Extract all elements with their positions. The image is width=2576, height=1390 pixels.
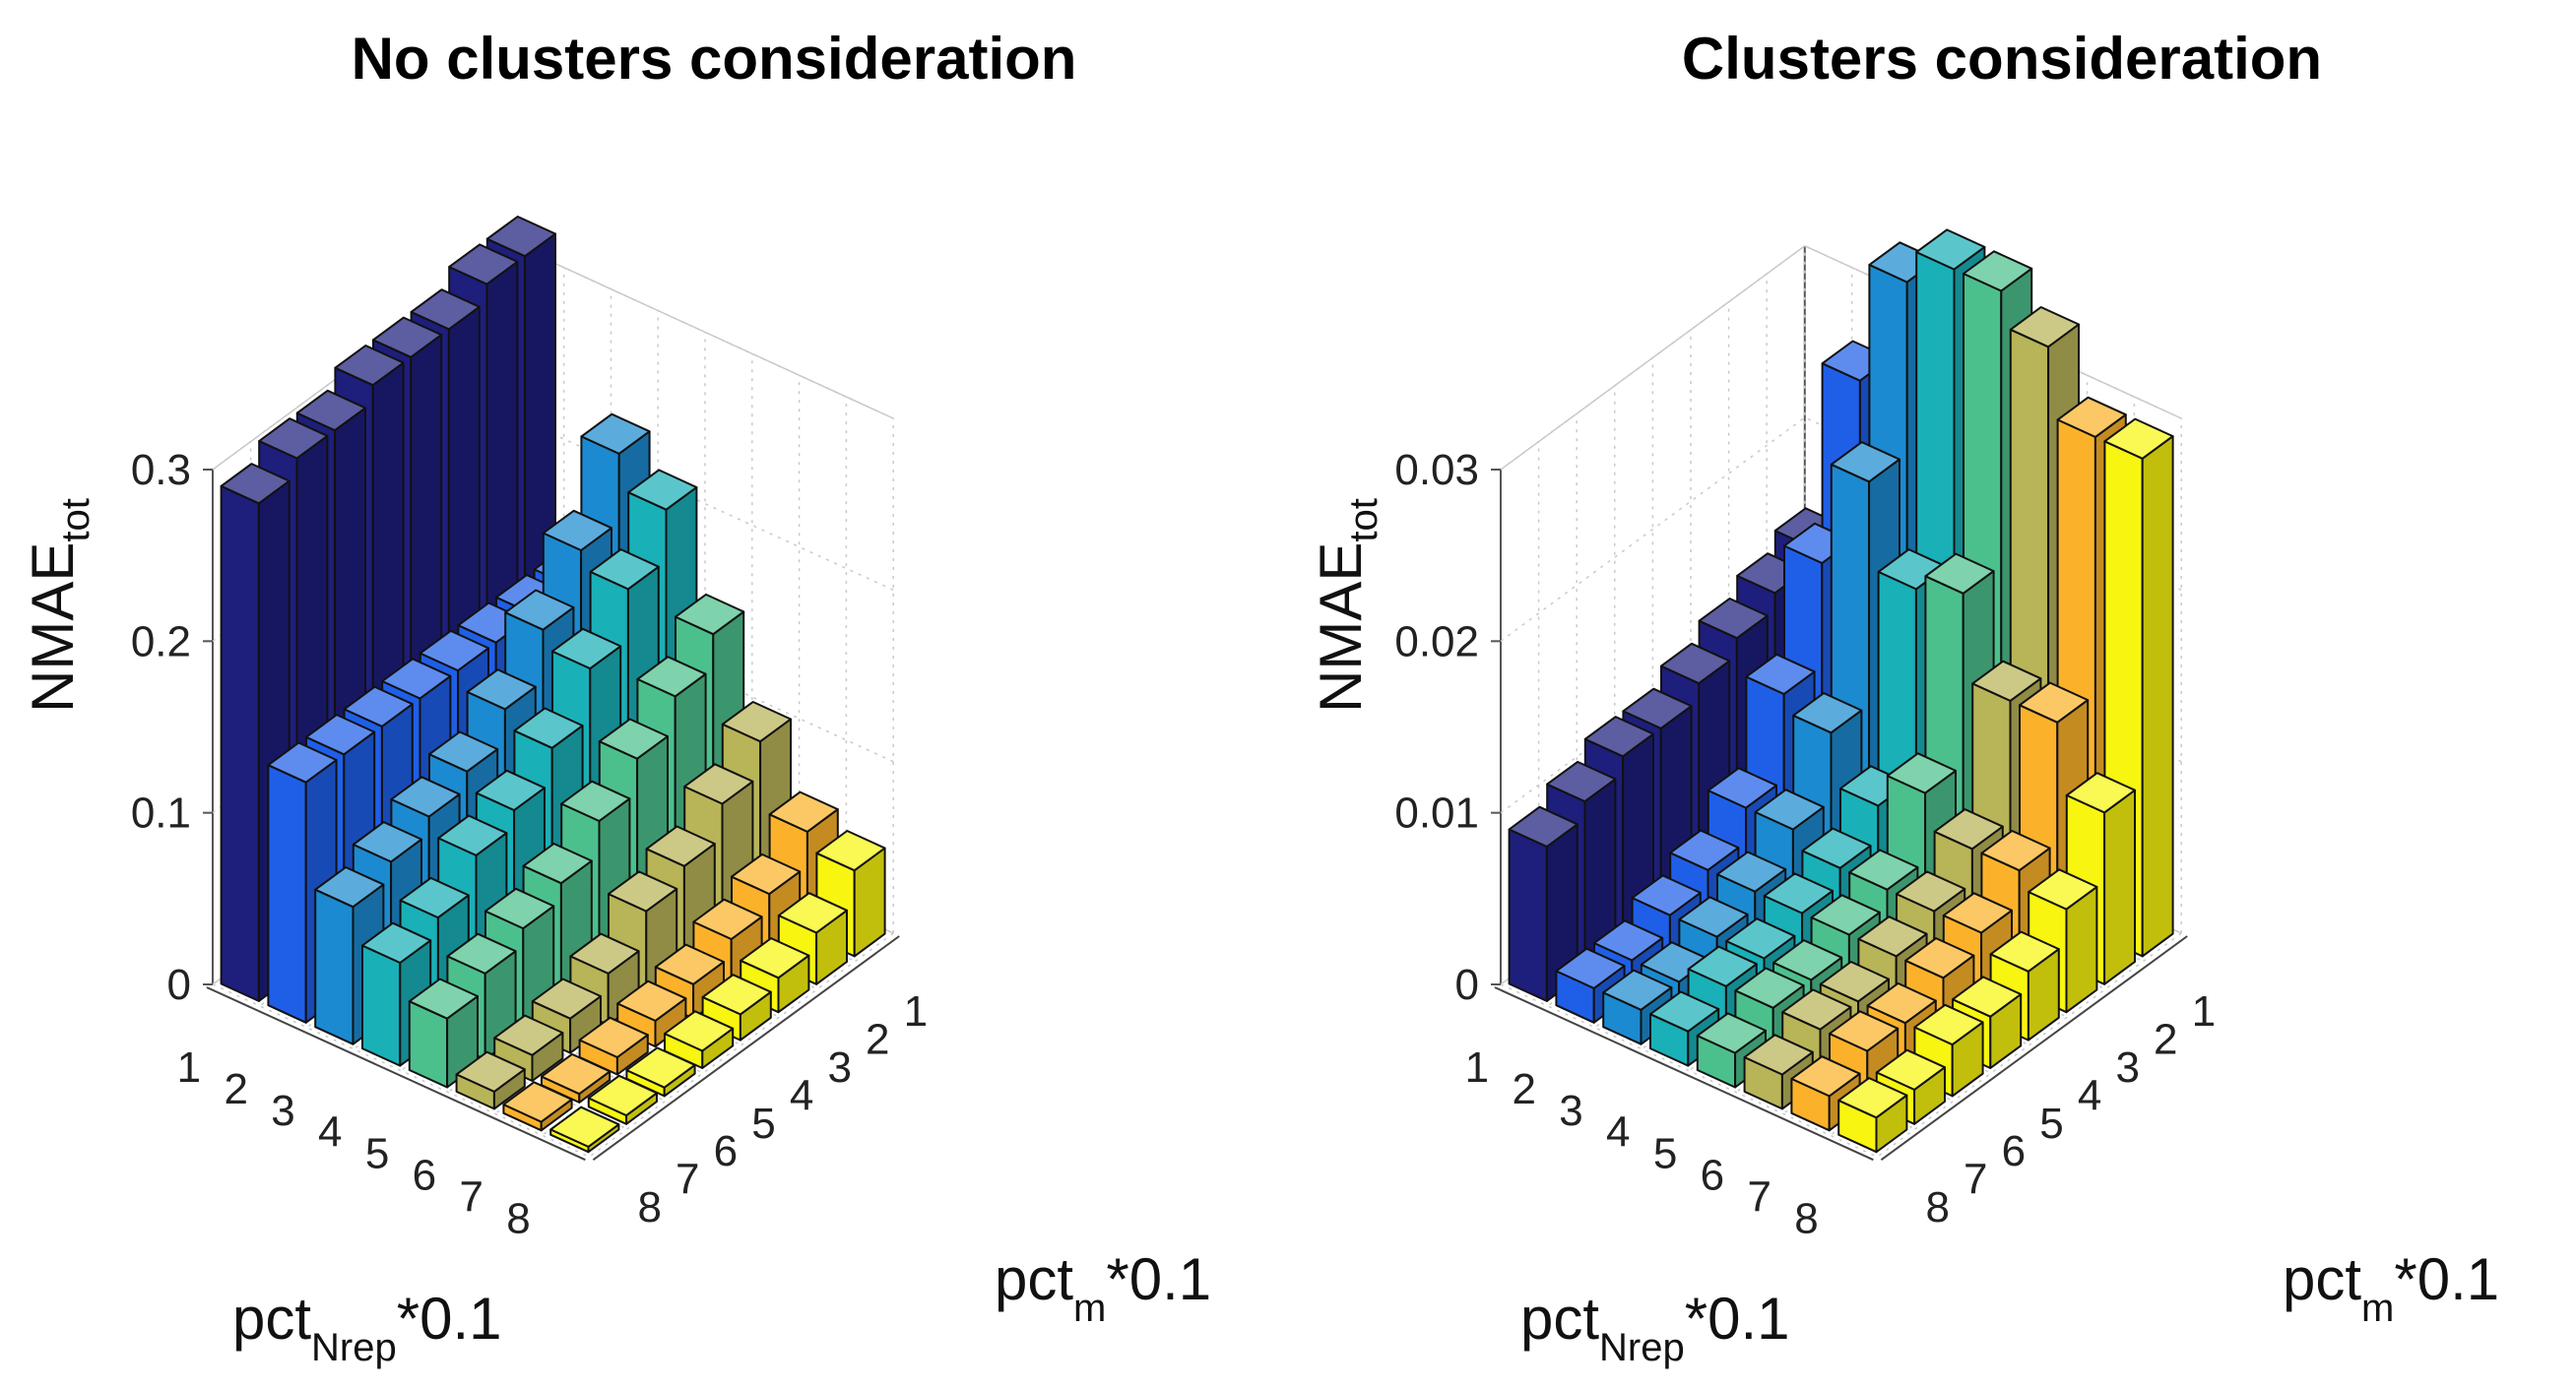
z-tick-labels: 0 0.1 0.2 0.3 <box>131 446 213 1009</box>
y-tick-label: 3 <box>827 1043 851 1092</box>
y-axis-line <box>592 935 900 1162</box>
x-tick-label: 1 <box>177 1043 201 1092</box>
y-tick-label: 6 <box>2002 1127 2026 1175</box>
x-tick-label: 7 <box>459 1172 483 1221</box>
y-tick-label: 2 <box>2154 1016 2177 1064</box>
y-tick-label: 1 <box>2192 987 2216 1036</box>
grid-line <box>588 932 894 1158</box>
x-tick-label: 8 <box>1794 1194 1818 1242</box>
x-tick-label: 4 <box>1606 1108 1630 1157</box>
y-tick-label: 8 <box>1925 1183 1949 1232</box>
x-tick-label: 6 <box>1701 1151 1724 1199</box>
y-tick-label: 7 <box>676 1156 699 1204</box>
bar <box>587 1074 658 1125</box>
x-tick-label: 6 <box>413 1151 436 1199</box>
x-tick-label: 3 <box>271 1087 294 1135</box>
bar <box>1555 947 1626 1024</box>
y-tick-label: 2 <box>866 1016 889 1064</box>
bar <box>455 1050 526 1110</box>
x-axis-label: pctNrep*0.1 <box>1520 1286 1790 1369</box>
z-tick-label: 0 <box>167 961 191 1009</box>
y-axis-label: pctm*0.1 <box>995 1246 1211 1330</box>
z-tick-label: 0.1 <box>131 790 191 838</box>
bars <box>1508 228 2174 1154</box>
x-axis-line <box>1494 986 1874 1162</box>
z-tick-label: 0.01 <box>1394 790 1479 838</box>
bar <box>664 1010 735 1069</box>
x-tick-label: 1 <box>1465 1043 1489 1092</box>
y-tick-label: 1 <box>904 987 928 1036</box>
grid-line <box>1876 932 2182 1158</box>
x-tick-label: 5 <box>1653 1130 1677 1178</box>
bar <box>815 830 886 958</box>
bar <box>1952 976 2023 1069</box>
bar <box>502 1081 573 1132</box>
z-axis-label: NMAEtot <box>20 498 97 713</box>
bar <box>578 1016 649 1076</box>
z-tick-label: 0 <box>1455 961 1479 1009</box>
y-tick-label: 6 <box>714 1127 738 1175</box>
x-axis-line <box>206 986 586 1162</box>
z-tick-labels: 0 0.01 0.02 0.03 <box>1394 446 1501 1009</box>
chart-title: Clusters consideration <box>1682 26 2322 92</box>
x-tick-label: 7 <box>1747 1172 1771 1221</box>
chart-title: No clusters consideration <box>352 26 1077 92</box>
z-tick-label: 0.3 <box>131 446 191 494</box>
x-tick-label: 5 <box>365 1130 389 1178</box>
y-axis-line <box>1880 935 2188 1162</box>
x-tick-label: 8 <box>506 1194 530 1242</box>
bar <box>625 1046 696 1098</box>
x-tick-label: 2 <box>224 1065 247 1113</box>
z-axis-label: NMAEtot <box>1308 498 1385 713</box>
x-tick-label: 2 <box>1512 1065 1535 1113</box>
y-tick-label: 5 <box>751 1100 775 1148</box>
x-axis-label: pctNrep*0.1 <box>232 1286 502 1369</box>
bar <box>1837 1077 1908 1154</box>
y-tick-label: 3 <box>2115 1043 2139 1092</box>
bar <box>1696 1012 1767 1089</box>
y-tick-label: 4 <box>2078 1071 2101 1119</box>
z-tick-label: 0.2 <box>131 617 191 665</box>
y-tick-label: 5 <box>2039 1100 2063 1148</box>
x-tick-label: 3 <box>1559 1087 1582 1135</box>
bar <box>549 1106 620 1154</box>
bar <box>541 1052 612 1104</box>
y-tick-label: 8 <box>637 1183 661 1232</box>
z-tick-label: 0.02 <box>1394 617 1479 665</box>
bars <box>220 216 886 1154</box>
y-axis-label: pctm*0.1 <box>2283 1246 2499 1330</box>
z-tick-label: 0.03 <box>1394 446 1479 494</box>
bar <box>493 1014 564 1082</box>
x-tick-label: 4 <box>318 1108 342 1157</box>
y-tick-label: 7 <box>1964 1156 1987 1204</box>
grid-line <box>1500 416 2182 642</box>
y-tick-label: 4 <box>790 1071 813 1119</box>
